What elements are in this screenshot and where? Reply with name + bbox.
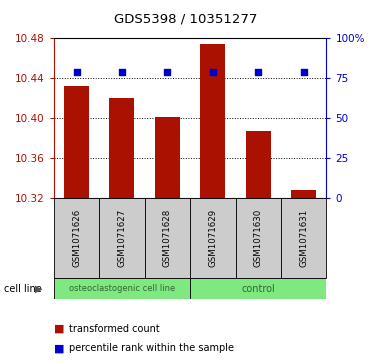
Text: transformed count: transformed count — [69, 323, 160, 334]
Text: GSM1071629: GSM1071629 — [209, 209, 217, 267]
Bar — [99, 198, 145, 278]
Text: GSM1071626: GSM1071626 — [72, 209, 81, 267]
Text: ■: ■ — [54, 343, 64, 354]
Point — [301, 69, 307, 74]
Text: GSM1071631: GSM1071631 — [299, 209, 308, 267]
Point — [210, 69, 216, 74]
Bar — [200, 44, 225, 198]
Text: GSM1071630: GSM1071630 — [254, 209, 263, 267]
Bar — [155, 117, 180, 198]
Bar — [54, 278, 190, 299]
Bar — [281, 198, 326, 278]
Text: ▶: ▶ — [35, 284, 43, 294]
Text: cell line: cell line — [4, 284, 42, 294]
Point — [164, 69, 170, 74]
Text: osteoclastogenic cell line: osteoclastogenic cell line — [69, 284, 175, 293]
Bar — [54, 198, 99, 278]
Text: control: control — [242, 284, 275, 294]
Point — [119, 69, 125, 74]
Bar — [291, 190, 316, 198]
Point — [255, 69, 261, 74]
Text: ■: ■ — [54, 323, 64, 334]
Bar — [109, 98, 134, 198]
Bar — [145, 198, 190, 278]
Bar — [246, 131, 271, 198]
Text: GSM1071627: GSM1071627 — [118, 209, 127, 267]
Bar — [236, 198, 281, 278]
Bar — [64, 86, 89, 198]
Text: percentile rank within the sample: percentile rank within the sample — [69, 343, 234, 354]
Bar — [190, 198, 236, 278]
Text: GDS5398 / 10351277: GDS5398 / 10351277 — [114, 13, 257, 26]
Text: GSM1071628: GSM1071628 — [163, 209, 172, 267]
Point — [73, 69, 79, 74]
Bar — [190, 278, 326, 299]
